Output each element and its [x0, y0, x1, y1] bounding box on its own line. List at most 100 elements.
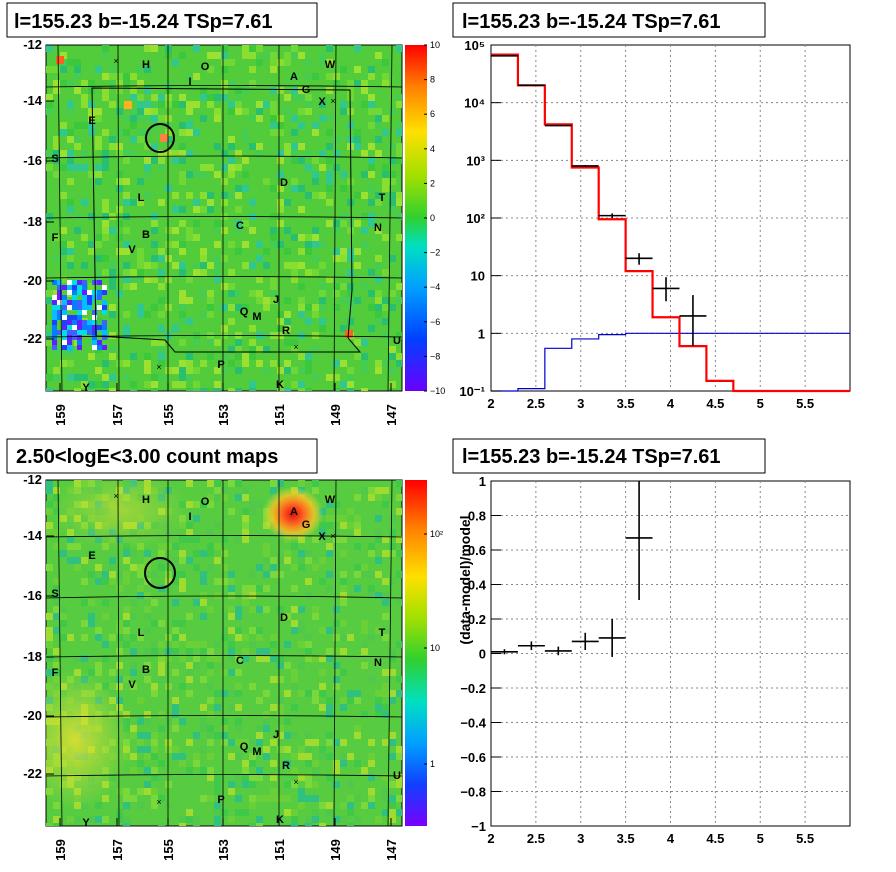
- map-pixel: [53, 627, 60, 634]
- map-pixel: [67, 164, 74, 171]
- map-pixel: [291, 87, 298, 94]
- map-pixel: [46, 332, 53, 339]
- map-pixel: [340, 515, 347, 522]
- map-pixel: [326, 143, 333, 150]
- map-pixel: [305, 241, 312, 248]
- map-pixel: [375, 136, 382, 143]
- map-pixel: [235, 353, 242, 360]
- map-pixel: [158, 676, 165, 683]
- map-pixel: [298, 802, 305, 809]
- map-pixel: [396, 536, 402, 543]
- map-pixel: [235, 87, 242, 94]
- map-pixel: [46, 213, 53, 220]
- map-pixel: [354, 760, 361, 767]
- map-pixel: [235, 627, 242, 634]
- map-pixel: [200, 115, 207, 122]
- map-pixel: [130, 115, 137, 122]
- ratio-y-tick-label: −0.8: [460, 785, 486, 800]
- map-pixel: [277, 725, 284, 732]
- map-pixel: [193, 662, 200, 669]
- map-pixel: [144, 367, 151, 374]
- map-pixel: [235, 480, 242, 487]
- map-pixel: [207, 199, 214, 206]
- map-pixel: [87, 305, 92, 310]
- map-pixel: [340, 697, 347, 704]
- map-pixel: [74, 143, 81, 150]
- map-pixel: [57, 280, 62, 285]
- map-pixel: [137, 115, 144, 122]
- map-pixel: [137, 248, 144, 255]
- map-pixel: [172, 325, 179, 332]
- map-pixel: [354, 494, 361, 501]
- map-pixel: [207, 662, 214, 669]
- map-pixel: [319, 262, 326, 269]
- map-pixel: [179, 248, 186, 255]
- map-pixel: [249, 592, 256, 599]
- map-pixel: [52, 315, 57, 320]
- map-pixel: [116, 620, 123, 627]
- map-pixel: [172, 641, 179, 648]
- map-pixel: [130, 381, 137, 388]
- total-model-histogram: [491, 53, 850, 393]
- source-label-m: M: [252, 311, 261, 323]
- map-pixel: [221, 227, 228, 234]
- map-pixel: [319, 297, 326, 304]
- map-pixel: [109, 346, 116, 353]
- map-y-tick-label: -14: [23, 528, 43, 543]
- map-pixel: [102, 320, 107, 325]
- source-label-v: V: [128, 244, 136, 256]
- map-pixel: [123, 641, 130, 648]
- map-pixel: [305, 732, 312, 739]
- map-pixel: [291, 52, 298, 59]
- map-pixel: [256, 360, 263, 367]
- map-pixel: [165, 255, 172, 262]
- map-pixel: [333, 767, 340, 774]
- map-pixel: [263, 571, 270, 578]
- map-pixel: [284, 718, 291, 725]
- map-pixel: [207, 795, 214, 802]
- map-pixel: [46, 627, 53, 634]
- map-pixel: [123, 262, 130, 269]
- map-pixel: [228, 80, 235, 87]
- map-pixel: [298, 381, 305, 388]
- map-pixel: [277, 557, 284, 564]
- map-pixel: [221, 578, 228, 585]
- map-pixel: [151, 774, 158, 781]
- source-label-f: F: [52, 232, 59, 244]
- map-pixel: [88, 620, 95, 627]
- map-pixel: [305, 655, 312, 662]
- map-pixel: [200, 767, 207, 774]
- map-y-tick-label: -14: [23, 93, 43, 108]
- map-pixel: [193, 206, 200, 213]
- map-pixel: [151, 620, 158, 627]
- map-pixel: [67, 325, 72, 330]
- map-pixel: [340, 381, 347, 388]
- map-pixel: [123, 241, 130, 248]
- map-pixel: [81, 262, 88, 269]
- spectrum-x-tick-label: 4: [667, 396, 675, 411]
- map-pixel: [298, 87, 305, 94]
- map-pixel: [60, 122, 67, 129]
- map-pixel: [270, 101, 277, 108]
- map-pixel: [57, 295, 62, 300]
- ratio-x-tick-label: 3.5: [617, 831, 635, 846]
- map-pixel: [67, 241, 74, 248]
- map-pixel: [277, 171, 284, 178]
- map-pixel: [242, 655, 249, 662]
- map-pixel: [291, 150, 298, 157]
- map-pixel: [88, 816, 95, 823]
- map-pixel: [270, 241, 277, 248]
- map-pixel: [172, 557, 179, 564]
- map-pixel: [53, 543, 60, 550]
- map-pixel: [137, 718, 144, 725]
- map-pixel: [382, 599, 389, 606]
- map-pixel: [249, 683, 256, 690]
- map-pixel: [249, 80, 256, 87]
- map-pixel: [88, 388, 95, 391]
- map-pixel: [172, 711, 179, 718]
- map-pixel: [235, 346, 242, 353]
- map-pixel: [347, 381, 354, 388]
- map-pixel: [235, 206, 242, 213]
- map-pixel: [270, 185, 277, 192]
